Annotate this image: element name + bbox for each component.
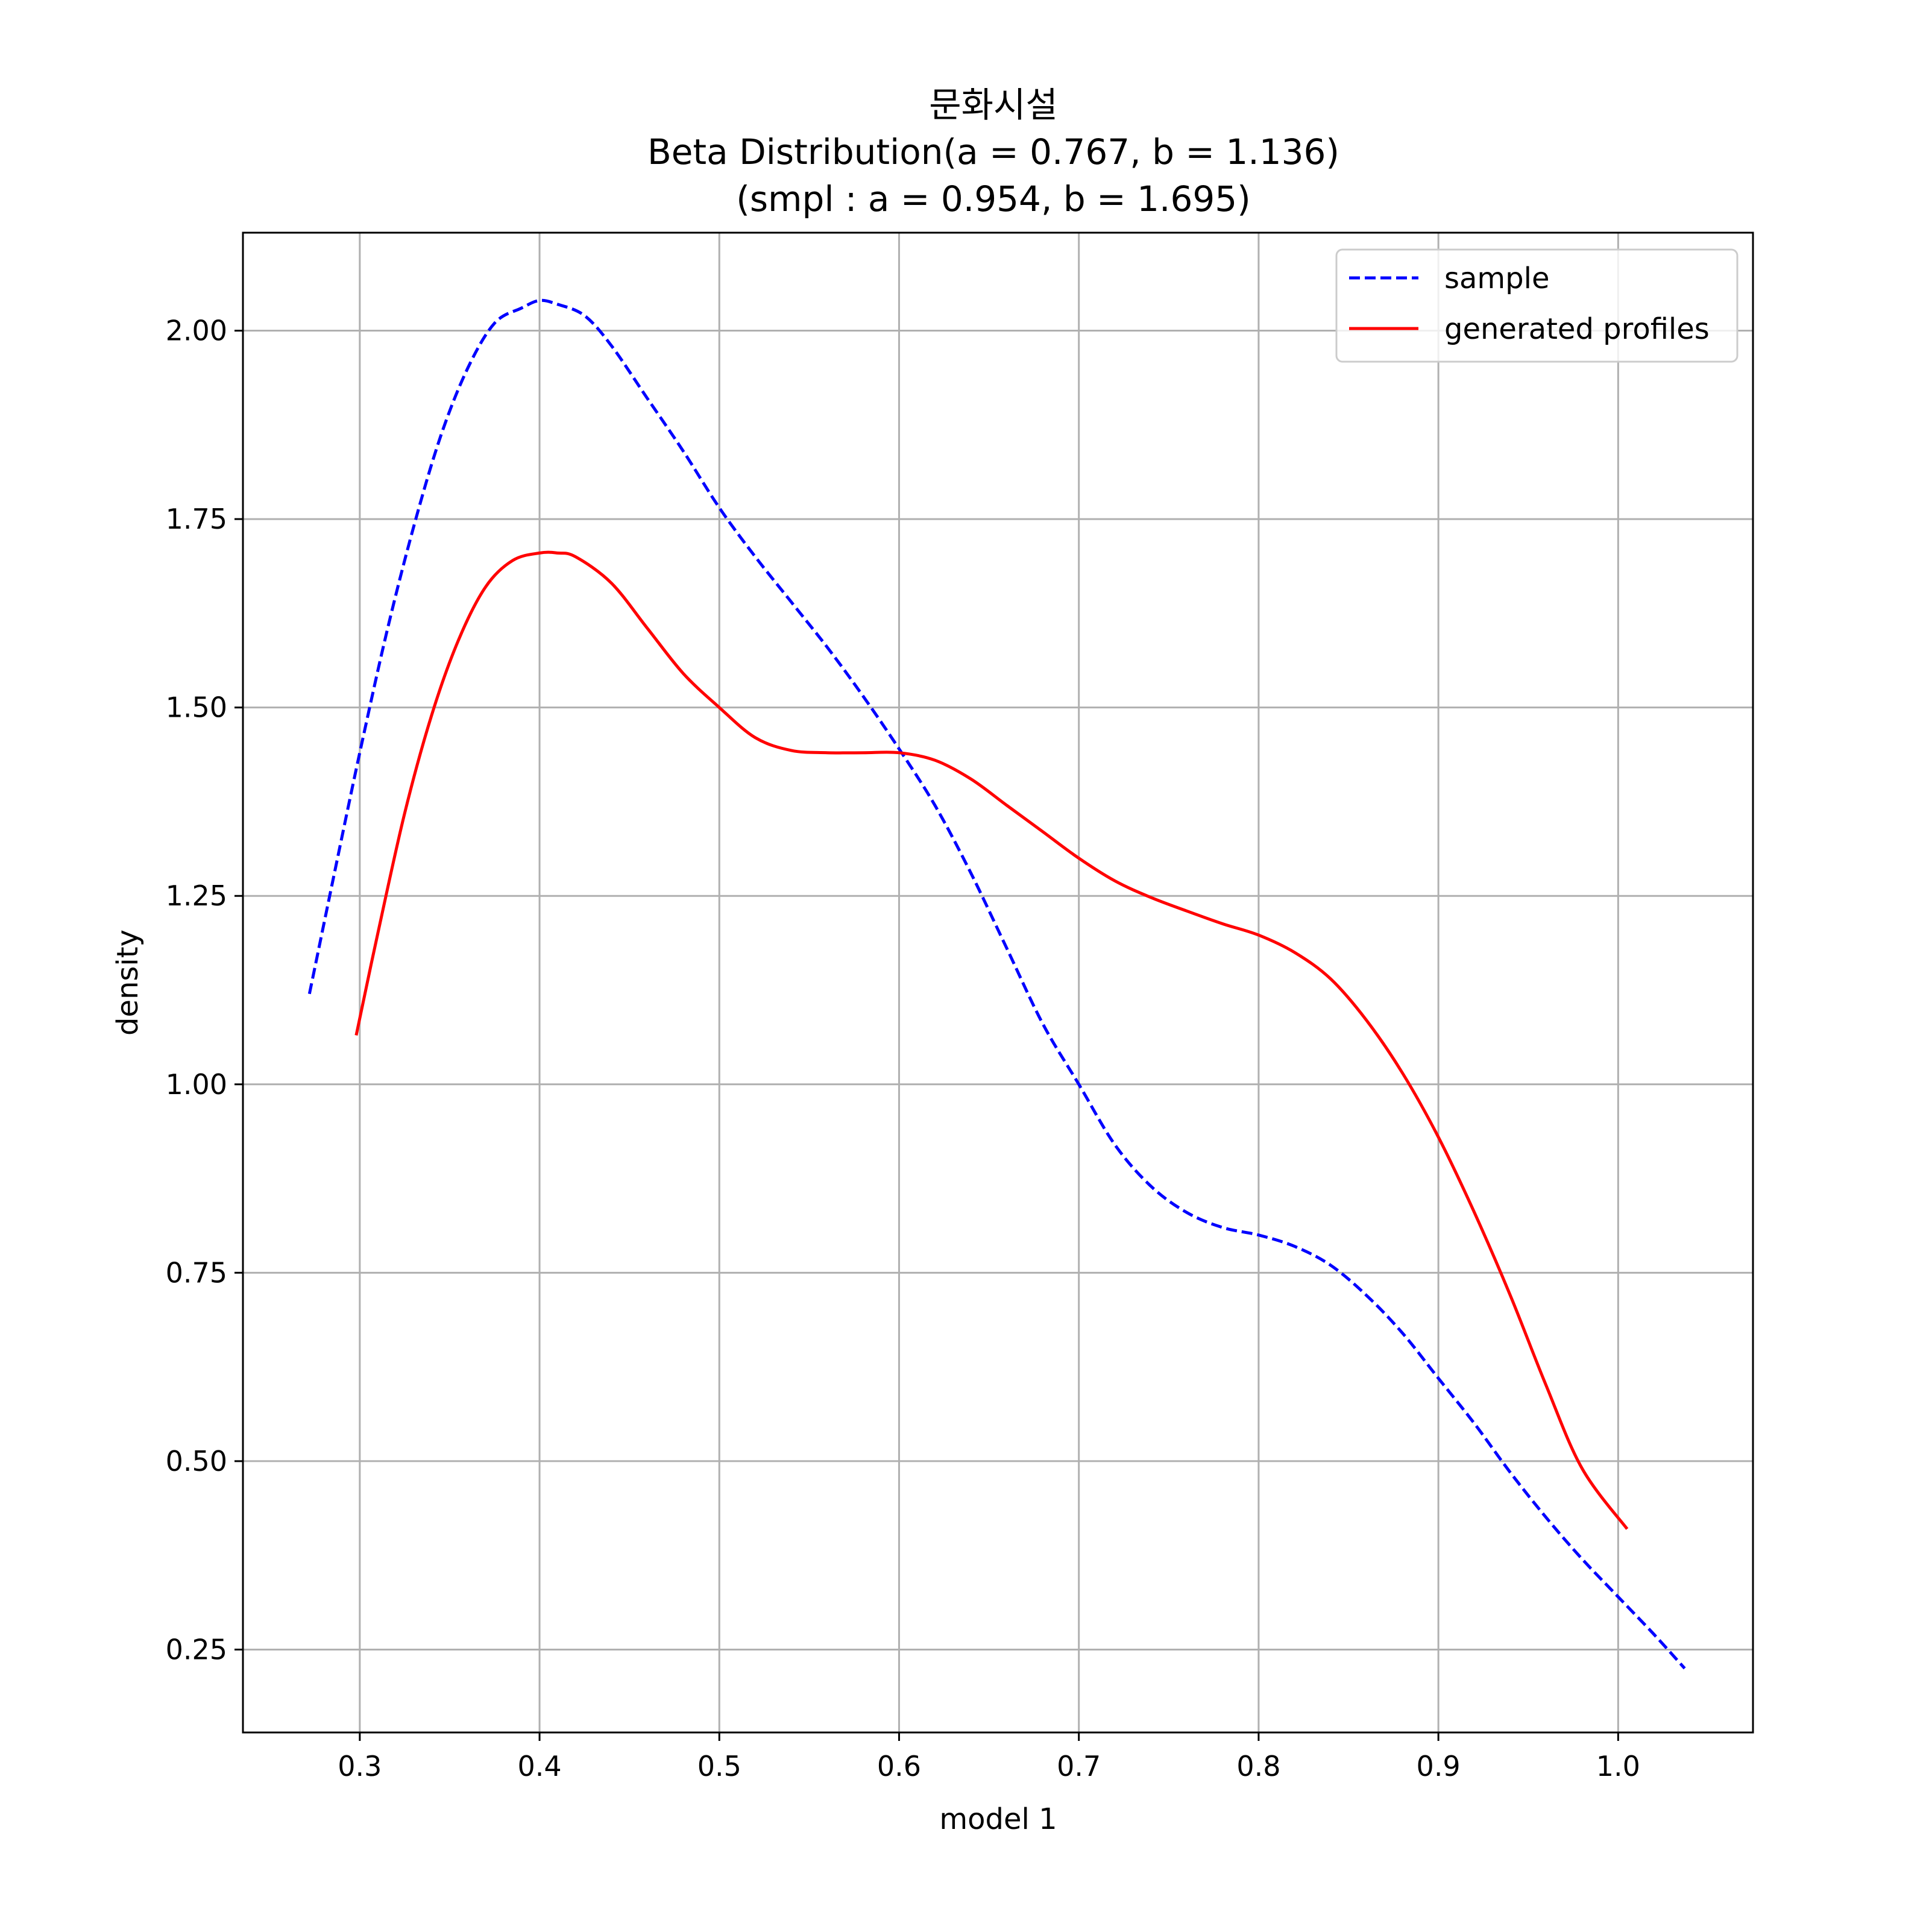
- x-tick-label: 0.9: [1417, 1750, 1461, 1783]
- x-axis-label: model 1: [939, 1802, 1057, 1836]
- legend: sample generated profiles: [1335, 248, 1739, 363]
- y-tick-label: 1.00: [166, 1068, 227, 1101]
- chart-title-line-1: 문화시설: [929, 84, 1057, 125]
- x-tick-label: 0.4: [517, 1750, 561, 1783]
- y-tick-label: 0.75: [166, 1256, 227, 1289]
- x-tick-label: 0.5: [697, 1750, 741, 1783]
- x-tick-label: 1.0: [1596, 1750, 1640, 1783]
- series-line-generated-profiles: [354, 550, 1629, 1530]
- y-tick-label: 1.75: [166, 503, 227, 535]
- x-tick-label: 0.7: [1057, 1750, 1101, 1783]
- x-tick-label: 0.8: [1236, 1750, 1280, 1783]
- chart-title-line-2: Beta Distribution(a = 0.767, b = 1.136): [647, 131, 1339, 172]
- y-tick-label: 1.50: [166, 691, 227, 724]
- legend-box: [1335, 248, 1739, 363]
- y-tick-label: 0.25: [166, 1633, 227, 1666]
- series-layer: [307, 298, 1686, 1670]
- y-tick-label: 2.00: [166, 315, 227, 347]
- chart-title-line-3: (smpl : a = 0.954, b = 1.695): [736, 178, 1251, 219]
- y-tick-label: 0.50: [166, 1445, 227, 1477]
- plot-frame: [242, 231, 1754, 1734]
- legend-label-sample: sample: [1444, 262, 1550, 295]
- x-tick-label: 0.3: [338, 1750, 382, 1783]
- legend-label-generated-profiles: generated profiles: [1444, 312, 1710, 346]
- series-line-sample: [307, 298, 1686, 1670]
- y-tick-label: 1.25: [166, 879, 227, 912]
- x-tick-label: 0.6: [877, 1750, 921, 1783]
- y-axis-label: density: [111, 930, 145, 1036]
- tick-layer: 0.3 0.4 0.5 0.6 0.7 0.8 0.9 1.0 0.25 0.50 0.75 1.00…: [166, 315, 1640, 1783]
